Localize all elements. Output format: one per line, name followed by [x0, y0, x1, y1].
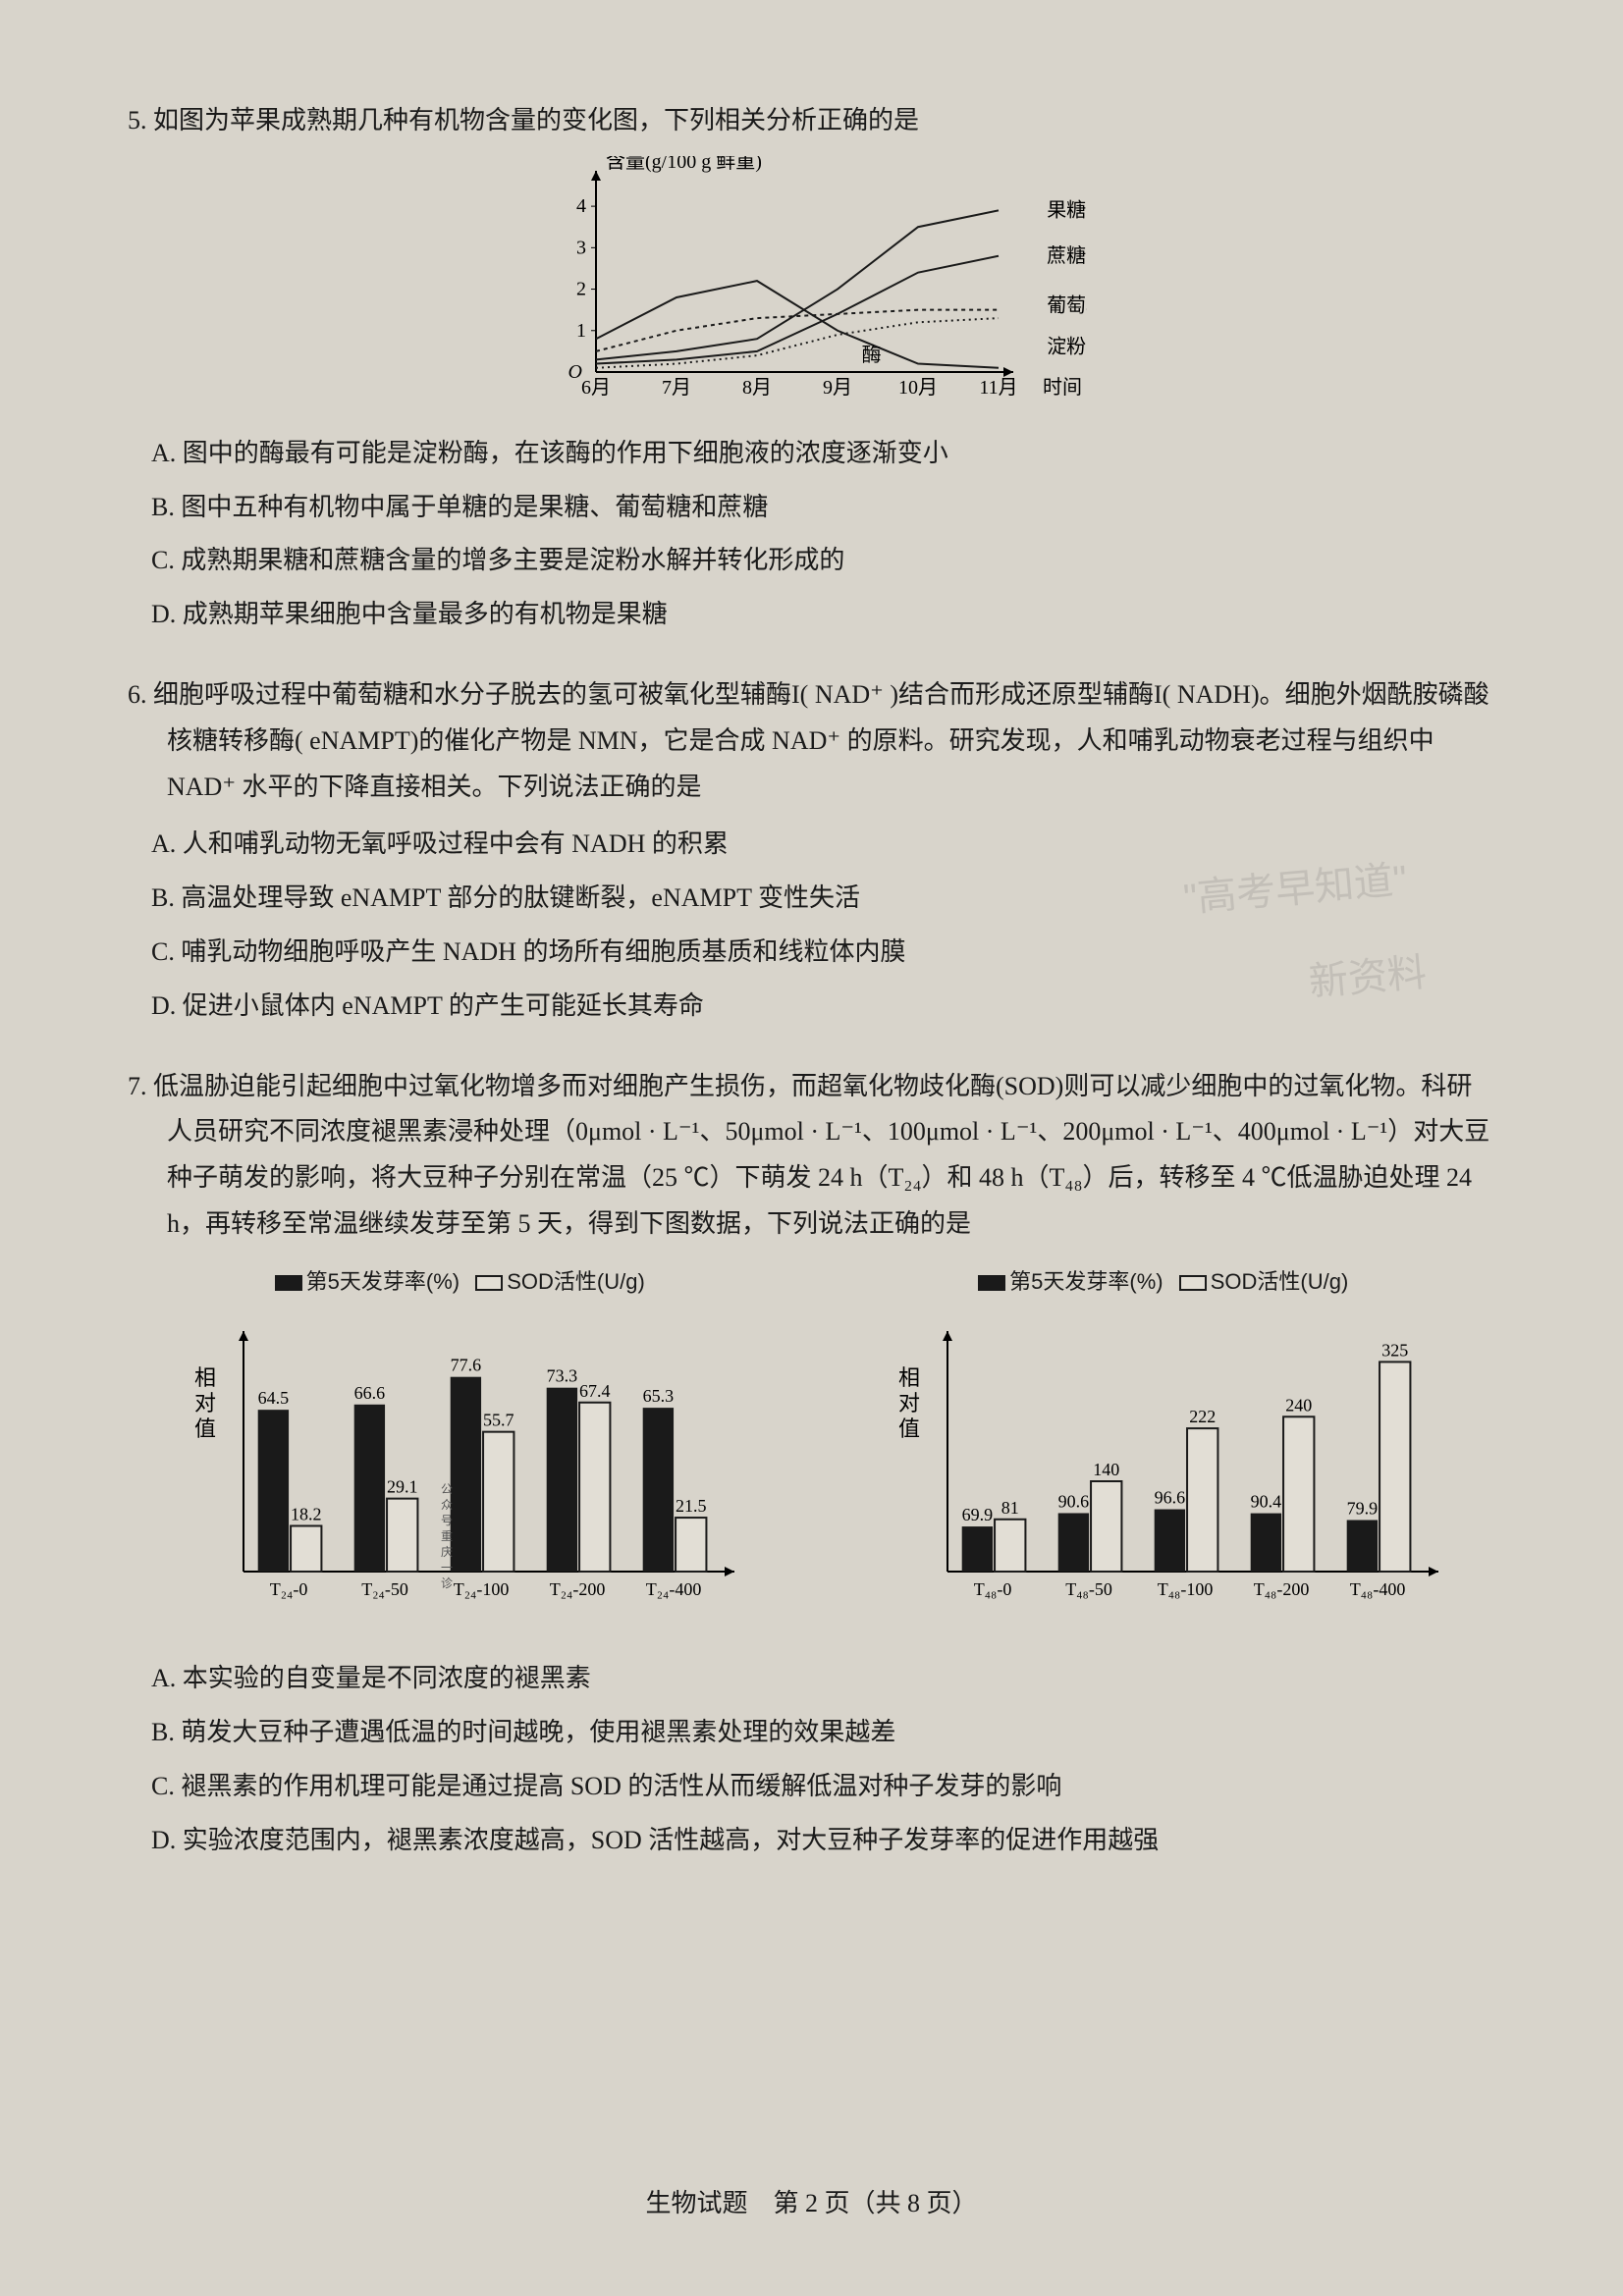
svg-text:葡萄糖: 葡萄糖	[1047, 294, 1087, 316]
svg-text:3: 3	[576, 237, 586, 258]
svg-text:21.5: 21.5	[676, 1496, 707, 1516]
svg-text:140: 140	[1093, 1460, 1119, 1479]
legend-bar1: 第5天发芽率(%)	[306, 1269, 460, 1294]
svg-text:淀粉: 淀粉	[1047, 335, 1086, 357]
svg-text:蔗糖: 蔗糖	[1047, 244, 1086, 267]
svg-text:公: 公	[441, 1482, 453, 1496]
svg-text:T₄₈-0: T₄₈-0	[974, 1579, 1012, 1599]
svg-text:90.4: 90.4	[1250, 1492, 1281, 1512]
q7-option-a: A. 本实验的自变量是不同浓度的褪黑素	[128, 1656, 1495, 1702]
svg-text:8月: 8月	[742, 377, 772, 399]
q6-option-a: A. 人和哺乳动物无氧呼吸过程中会有 NADH 的积累	[128, 822, 1495, 868]
svg-text:81: 81	[1001, 1498, 1018, 1518]
svg-text:时间: 时间	[1043, 376, 1082, 399]
q7-right-barchart: 相对值 69.9 81 T₄₈-0 90.6140 T₄₈-50 96.6 222 T₄₈-10…	[879, 1307, 1448, 1621]
svg-text:值: 值	[898, 1416, 920, 1441]
svg-text:2: 2	[576, 278, 586, 299]
svg-text:T₂₄-0: T₂₄-0	[270, 1579, 308, 1599]
svg-text:一: 一	[441, 1561, 453, 1575]
svg-text:4: 4	[576, 195, 586, 217]
svg-text:果糖: 果糖	[1047, 198, 1086, 221]
svg-text:29.1: 29.1	[387, 1477, 418, 1497]
svg-text:1: 1	[576, 320, 586, 342]
svg-text:11月: 11月	[979, 377, 1017, 399]
q5-chart-container: O 1 2 3 4 6月 7月 8月 9月 10月 11月 时间 含量(g/100 g 鲜重) 果糖蔗糖葡…	[128, 156, 1495, 411]
svg-text:66.6: 66.6	[354, 1383, 386, 1403]
svg-text:9月: 9月	[823, 377, 852, 399]
svg-text:T₄₈-100: T₄₈-100	[1158, 1579, 1214, 1599]
q5-stem: 5. 如图为苹果成熟期几种有机物含量的变化图，下列相关分析正确的是	[128, 98, 1495, 144]
svg-text:90.6: 90.6	[1057, 1492, 1089, 1512]
svg-text:T₄₈-200: T₄₈-200	[1254, 1579, 1310, 1599]
q7-option-b: B. 萌发大豆种子遭遇低温的时间越晚，使用褪黑素处理的效果越差	[128, 1710, 1495, 1756]
svg-text:O: O	[568, 361, 581, 383]
svg-text:相: 相	[898, 1365, 920, 1390]
q7-option-c: C. 褪黑素的作用机理可能是通过提高 SOD 的活性从而缓解低温对种子发芽的影响	[128, 1764, 1495, 1810]
svg-text:222: 222	[1189, 1407, 1216, 1426]
svg-text:T₂₄-50: T₂₄-50	[362, 1579, 409, 1599]
svg-text:18.2: 18.2	[291, 1505, 322, 1524]
q7-chart-left: 第5天发芽率(%) SOD活性(U/g) 相对值 64.5 18.2 T₂₄-0 66.…	[175, 1262, 744, 1636]
question-6: 6. 细胞呼吸过程中葡萄糖和水分子脱去的氢可被氧化型辅酶I( NAD⁺ )结合而…	[128, 672, 1495, 1030]
svg-text:6月: 6月	[581, 377, 611, 399]
q7-chart-right: 第5天发芽率(%) SOD活性(U/g) 相对值 69.9 81 T₄₈-0 90.61…	[879, 1262, 1448, 1636]
svg-text:73.3: 73.3	[547, 1366, 578, 1386]
svg-text:酶: 酶	[861, 344, 881, 366]
svg-text:7月: 7月	[662, 377, 691, 399]
q7-option-d: D. 实验浓度范围内，褪黑素浓度越高，SOD 活性越高，对大豆种子发芽率的促进作…	[128, 1818, 1495, 1864]
svg-text:325: 325	[1381, 1341, 1408, 1361]
svg-text:对: 对	[194, 1391, 216, 1415]
legend-bar2: SOD活性(U/g)	[507, 1269, 645, 1294]
q7-charts-row: 第5天发芽率(%) SOD活性(U/g) 相对值64.518.2T₂₄-066.…	[128, 1262, 1495, 1636]
svg-text:55.7: 55.7	[483, 1411, 514, 1430]
q6-option-c: C. 哺乳动物细胞呼吸产生 NADH 的场所有细胞质基质和线粒体内膜	[128, 930, 1495, 976]
q7-legend-right: 第5天发芽率(%) SOD活性(U/g)	[879, 1262, 1448, 1302]
page-footer: 生物试题 第 2 页（共 8 页）	[0, 2181, 1623, 2227]
q7-legend-left: 第5天发芽率(%) SOD活性(U/g)	[175, 1262, 744, 1302]
svg-text:值: 值	[194, 1416, 216, 1441]
q6-stem: 6. 细胞呼吸过程中葡萄糖和水分子脱去的氢可被氧化型辅酶I( NAD⁺ )结合而…	[128, 672, 1495, 810]
legend-bar2-r: SOD活性(U/g)	[1211, 1269, 1349, 1294]
svg-text:相: 相	[194, 1365, 216, 1390]
svg-text:69.9: 69.9	[961, 1505, 993, 1524]
svg-text:10月: 10月	[898, 377, 938, 399]
q5-option-c: C. 成熟期果糖和蔗糖含量的增多主要是淀粉水解并转化形成的	[128, 538, 1495, 584]
question-7: 7. 低温胁迫能引起细胞中过氧化物增多而对细胞产生损伤，而超氧化物歧化酶(SOD…	[128, 1064, 1495, 1864]
q5-line-chart: O 1 2 3 4 6月 7月 8月 9月 10月 11月 时间 含量(g/100 g 鲜重) 果糖蔗糖葡…	[537, 156, 1087, 411]
svg-text:T₂₄-100: T₂₄-100	[454, 1579, 510, 1599]
question-5: 5. 如图为苹果成熟期几种有机物含量的变化图，下列相关分析正确的是 O 1 2 3 4 6…	[128, 98, 1495, 638]
svg-text:77.6: 77.6	[451, 1356, 482, 1375]
q7-left-barchart: 相对值 64.5 18.2 T₂₄-0 66.6 29.1 T₂₄-50 77.6 55.7 T₂…	[175, 1307, 744, 1621]
svg-text:240: 240	[1285, 1396, 1312, 1415]
svg-text:79.9: 79.9	[1346, 1499, 1378, 1519]
svg-text:65.3: 65.3	[643, 1386, 675, 1406]
svg-text:T₂₄-200: T₂₄-200	[550, 1579, 606, 1599]
svg-text:T₂₄-400: T₂₄-400	[646, 1579, 702, 1599]
svg-text:诊: 诊	[441, 1576, 453, 1590]
q5-option-d: D. 成熟期苹果细胞中含量最多的有机物是果糖	[128, 592, 1495, 638]
svg-text:对: 对	[898, 1391, 920, 1415]
svg-text:号: 号	[441, 1514, 453, 1527]
svg-text:含量(g/100 g 鲜重): 含量(g/100 g 鲜重)	[606, 156, 762, 173]
q5-option-b: B. 图中五种有机物中属于单糖的是果糖、葡萄糖和蔗糖	[128, 485, 1495, 531]
svg-text:T₄₈-50: T₄₈-50	[1065, 1579, 1112, 1599]
svg-text:庆: 庆	[441, 1545, 453, 1559]
legend-bar1-r: 第5天发芽率(%)	[1009, 1269, 1163, 1294]
svg-text:67.4: 67.4	[579, 1381, 611, 1401]
q6-option-d: D. 促进小鼠体内 eNAMPT 的产生可能延长其寿命	[128, 984, 1495, 1030]
q5-option-a: A. 图中的酶最有可能是淀粉酶，在该酶的作用下细胞液的浓度逐渐变小	[128, 431, 1495, 477]
svg-text:64.5: 64.5	[258, 1389, 290, 1409]
svg-text:众: 众	[441, 1498, 453, 1512]
q7-stem: 7. 低温胁迫能引起细胞中过氧化物增多而对细胞产生损伤，而超氧化物歧化酶(SOD…	[128, 1064, 1495, 1248]
svg-text:96.6: 96.6	[1154, 1488, 1185, 1508]
svg-text:T₄₈-400: T₄₈-400	[1350, 1579, 1406, 1599]
q6-option-b: B. 高温处理导致 eNAMPT 部分的肽键断裂，eNAMPT 变性失活	[128, 876, 1495, 922]
svg-text:重: 重	[441, 1529, 453, 1543]
